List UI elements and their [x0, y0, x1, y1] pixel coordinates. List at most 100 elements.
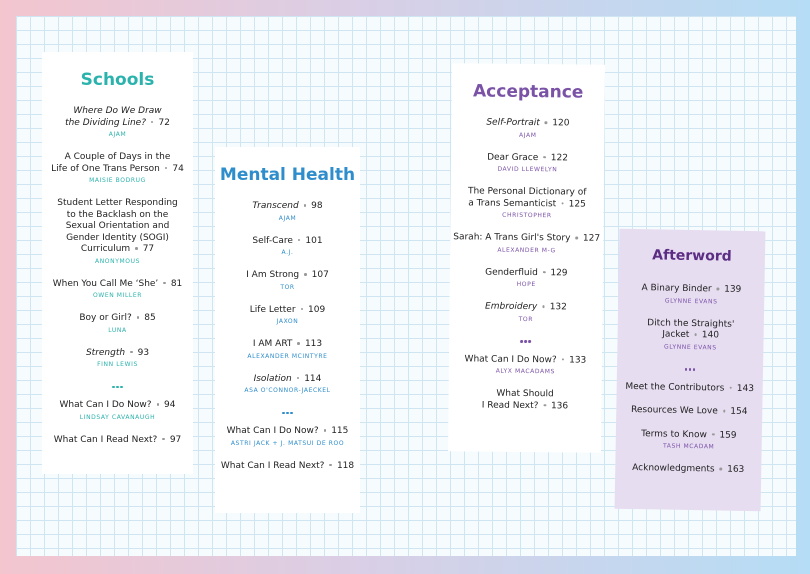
divider	[42, 380, 193, 394]
divider-dot	[286, 411, 289, 415]
section-title: Schools	[80, 70, 155, 90]
entry-title: I AM ART	[252, 339, 293, 349]
entry-title: What Can I Do Now?	[59, 400, 152, 410]
page-number: 115	[331, 426, 349, 436]
toc-entry: Ditch the Straights' Jacket 140 GLYNNE EVAN…	[617, 317, 764, 354]
entry-line: What Can I Read Next? 118	[215, 461, 360, 473]
entry-line: Student Letter Responding	[42, 198, 193, 210]
entry-title: What Can I Do Now?	[226, 426, 319, 436]
entry-author: AJAM	[108, 131, 127, 138]
entry-line: Gender Identity (SOGI)	[42, 233, 193, 245]
entry-author: GLYNNE EVANS	[664, 297, 718, 305]
toc-entry: I Am Strong 107 TOR	[215, 270, 360, 293]
page-number: 93	[137, 347, 150, 358]
separator-dot	[163, 281, 166, 285]
page-number: 120	[552, 118, 570, 129]
entry-line: Life Letter 109	[215, 305, 360, 317]
entry-line: I Read Next? 136	[448, 400, 601, 413]
separator-dot	[694, 333, 697, 336]
entry-title: What Should	[496, 388, 554, 400]
section-title: Acceptance	[472, 81, 584, 103]
page-number: 139	[724, 284, 742, 295]
entry-title: What Can I Read Next?	[53, 434, 158, 445]
entry-author: DAVID LLEWELYN	[497, 165, 558, 174]
entry-title: Curriculum	[80, 244, 131, 254]
entry-title: I Am Strong	[246, 270, 300, 280]
toc-entry: What Can I Do Now? 94 LINDSAY CAVANAUGH	[42, 400, 193, 423]
separator-dot	[561, 358, 565, 361]
entry-line: Sexual Orientation and	[42, 221, 193, 233]
entry-line: Acknowledgments 163	[615, 463, 761, 477]
entry-author: JAXON	[276, 318, 299, 325]
entry-title: Genderfluid	[485, 267, 538, 278]
toc-entry: A Binary Binder 139 GLYNNE EVANS	[618, 283, 764, 308]
entry-line: Life of One Trans Person 74	[42, 164, 193, 176]
page-number: 107	[311, 270, 329, 280]
entry-line: Transcend 98	[215, 201, 360, 213]
entry-line: Curriculum 77	[42, 244, 193, 256]
toc-entry: What Can I Read Next? 118	[215, 461, 360, 473]
entry-title: Acknowledgments	[632, 463, 715, 475]
entry-title: Jacket	[662, 329, 690, 340]
entry-line: Resources We Love 154	[616, 405, 762, 419]
entry-line: Strength 93	[42, 348, 193, 360]
entry-line: Sarah: A Trans Girl's Story 127	[450, 232, 603, 245]
entry-title: Life Letter	[249, 304, 296, 315]
toc-entry: Self-Care 101 A.J.	[215, 236, 360, 259]
entry-author: ALYX MACADAMS	[495, 367, 555, 376]
entry-author: TOR	[280, 283, 295, 291]
separator-dot	[296, 376, 300, 380]
entry-line: Embroidery 132	[449, 301, 602, 314]
separator-dot	[162, 437, 165, 441]
page-number: 154	[730, 406, 748, 418]
entry-title: What Can I Do Now?	[464, 353, 557, 365]
section-card: Acceptance Self-Portrait 120 AJAM Dear Grace…	[447, 63, 606, 453]
entry-title: Ditch the Straights'	[647, 317, 735, 330]
toc-entry: Life Letter 109 JAXON	[215, 305, 360, 328]
entry-title: Student Letter Responding	[57, 198, 178, 208]
entry-line: Dear Grace 122	[451, 152, 604, 165]
entry-author: ANONYMOUS	[95, 257, 140, 265]
page-number: 101	[305, 235, 323, 246]
divider-dot	[282, 411, 285, 415]
entry-title: The Personal Dictionary of	[467, 186, 587, 198]
page-number: 85	[144, 313, 156, 323]
toc-entry: Self-Portrait 120 AJAM	[451, 117, 604, 141]
toc-entry: Resources We Love 154	[616, 405, 762, 419]
entry-title: the Dividing Line?	[65, 117, 146, 128]
entry-title: Embroidery	[485, 301, 538, 313]
separator-dot	[716, 287, 720, 291]
toc-entry: Transcend 98 AJAM	[215, 201, 360, 224]
toc-entry: Where Do We Draw the Dividing Line? 72 AJAM	[42, 106, 193, 140]
separator-dot	[304, 273, 307, 276]
entry-author: FINN LEWIS	[97, 361, 138, 368]
divider-dot	[688, 368, 692, 371]
separator-dot	[719, 467, 723, 471]
separator-dot	[543, 403, 546, 407]
page-number: 109	[308, 304, 326, 315]
toc-entry: Dear Grace 122 DAVID LLEWELYN	[451, 152, 604, 176]
toc-entry: What Can I Do Now? 115 ASTRI JACK + J. MAT…	[215, 426, 360, 449]
page-number: 129	[550, 267, 568, 278]
separator-dot	[722, 409, 726, 413]
entry-author: ASTRI JACK + J. MATSUI DE ROO	[230, 439, 345, 447]
entry-author: ALEXANDER M-G	[497, 246, 556, 254]
entry-title: Transcend	[252, 201, 299, 211]
toc-entry: Acknowledgments 163	[615, 463, 761, 477]
entry-title: Strength	[85, 347, 126, 358]
entry-author: AJAM	[278, 214, 297, 222]
toc-entry: Strength 93 FINN LEWIS	[42, 348, 193, 371]
entry-line: What Can I Do Now? 133	[449, 354, 602, 367]
section-card: Afterword A Binary Binder 139 GLYNNE EVANS D…	[614, 228, 766, 512]
separator-dot	[323, 429, 327, 432]
divider-dot	[120, 385, 123, 389]
entry-line: Genderfluid 129	[450, 267, 603, 280]
entry-line: Where Do We Draw	[42, 106, 193, 118]
toc-entry: What Can I Do Now? 133 ALYX MACADAMS	[449, 354, 602, 378]
entry-author: GLYNNE EVANS	[664, 343, 717, 351]
divider-dot	[112, 385, 115, 389]
entry-line: What Can I Do Now? 94	[42, 400, 193, 412]
entry-line: a Trans Semanticist 125	[451, 198, 604, 211]
entry-title: Resources We Love	[630, 404, 718, 417]
